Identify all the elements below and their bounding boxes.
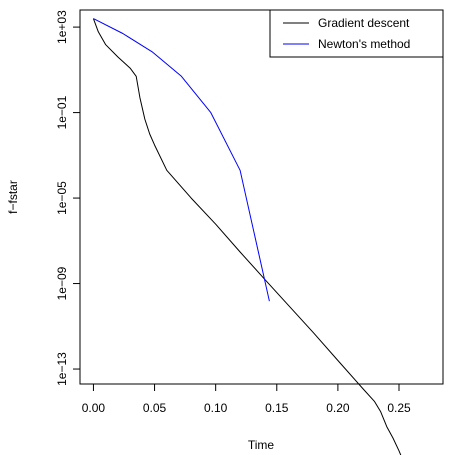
x-axis: 0.00 0.05 0.10 0.15 0.20 0.25 <box>82 383 411 415</box>
series-line-newton-s-method <box>93 18 270 302</box>
y-tick-label: 1e−05 <box>55 181 69 215</box>
y-axis-title: f−fstar <box>6 180 20 214</box>
x-tick-label: 0.25 <box>387 401 411 415</box>
x-tick-label: 0.10 <box>204 401 228 415</box>
y-tick-label: 1e−01 <box>55 95 69 129</box>
plot-frame <box>79 9 444 385</box>
x-tick-label: 0.05 <box>143 401 167 415</box>
legend-label-newtons-method: Newton's method <box>318 37 410 51</box>
x-axis-title: Time <box>248 438 275 452</box>
legend-box <box>269 9 444 58</box>
series-layer <box>92 18 402 455</box>
x-tick-label: 0.00 <box>82 401 106 415</box>
legend-label-gradient-descent: Gradient descent <box>318 16 410 30</box>
x-tick-label: 0.20 <box>326 401 350 415</box>
y-tick-label: 1e+03 <box>55 10 69 44</box>
y-tick-label: 1e−13 <box>55 352 69 386</box>
y-tick-label: 1e−09 <box>55 266 69 300</box>
legend: Gradient descent Newton's method <box>269 9 444 58</box>
series-line-gradient-descent <box>92 18 402 455</box>
y-axis: 1e+03 1e−01 1e−05 1e−09 1e−13 <box>55 10 81 386</box>
x-tick-label: 0.15 <box>265 401 289 415</box>
